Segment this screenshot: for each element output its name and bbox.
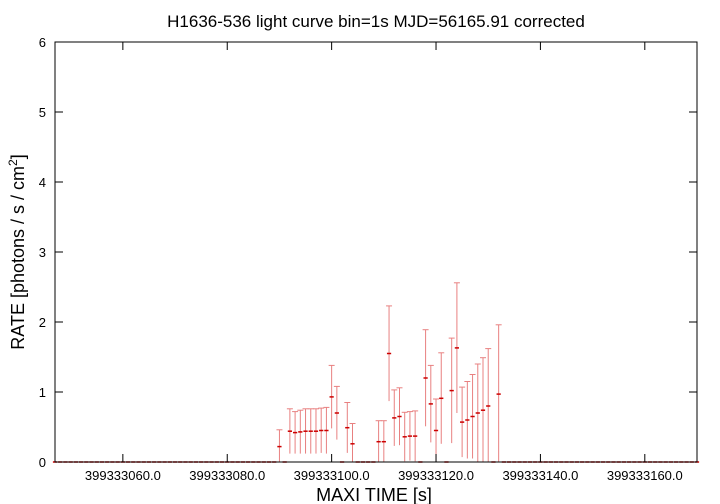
y-axis-label-main: RATE [photons / s / cm [8,166,28,350]
y-axis-label-superscript: 2 [6,159,20,166]
y-axis-label: RATE [photons / s / cm2] [6,154,28,349]
x-tick-label: 399333080.0 [189,468,265,483]
data-marks [52,282,700,463]
x-axis-ticks: 399333060.0 399333080.0 399333100.0 3993331… [85,42,683,483]
plot-frame [54,41,698,463]
y-tick-label: 3 [39,245,46,260]
y-tick-label: 5 [39,105,46,120]
y-tick-label: 0 [39,455,46,470]
y-tick-label: 2 [39,315,46,330]
x-tick-label: 399333140.0 [502,468,578,483]
y-tick-label: 6 [39,35,46,50]
x-tick-label: 399333060.0 [85,468,161,483]
x-tick-label: 399333120.0 [398,468,474,483]
x-tick-label: 399333160.0 [607,468,683,483]
y-axis-label-end: ] [8,154,28,159]
y-axis-ticks: 0 1 2 3 4 5 6 [39,35,697,470]
chart-title: H1636-536 light curve bin=1s MJD=56165.9… [167,12,585,31]
y-tick-label: 1 [39,385,46,400]
x-axis-label: MAXI TIME [s] [316,485,432,504]
y-tick-label: 4 [39,175,46,190]
x-tick-label: 399333100.0 [294,468,370,483]
